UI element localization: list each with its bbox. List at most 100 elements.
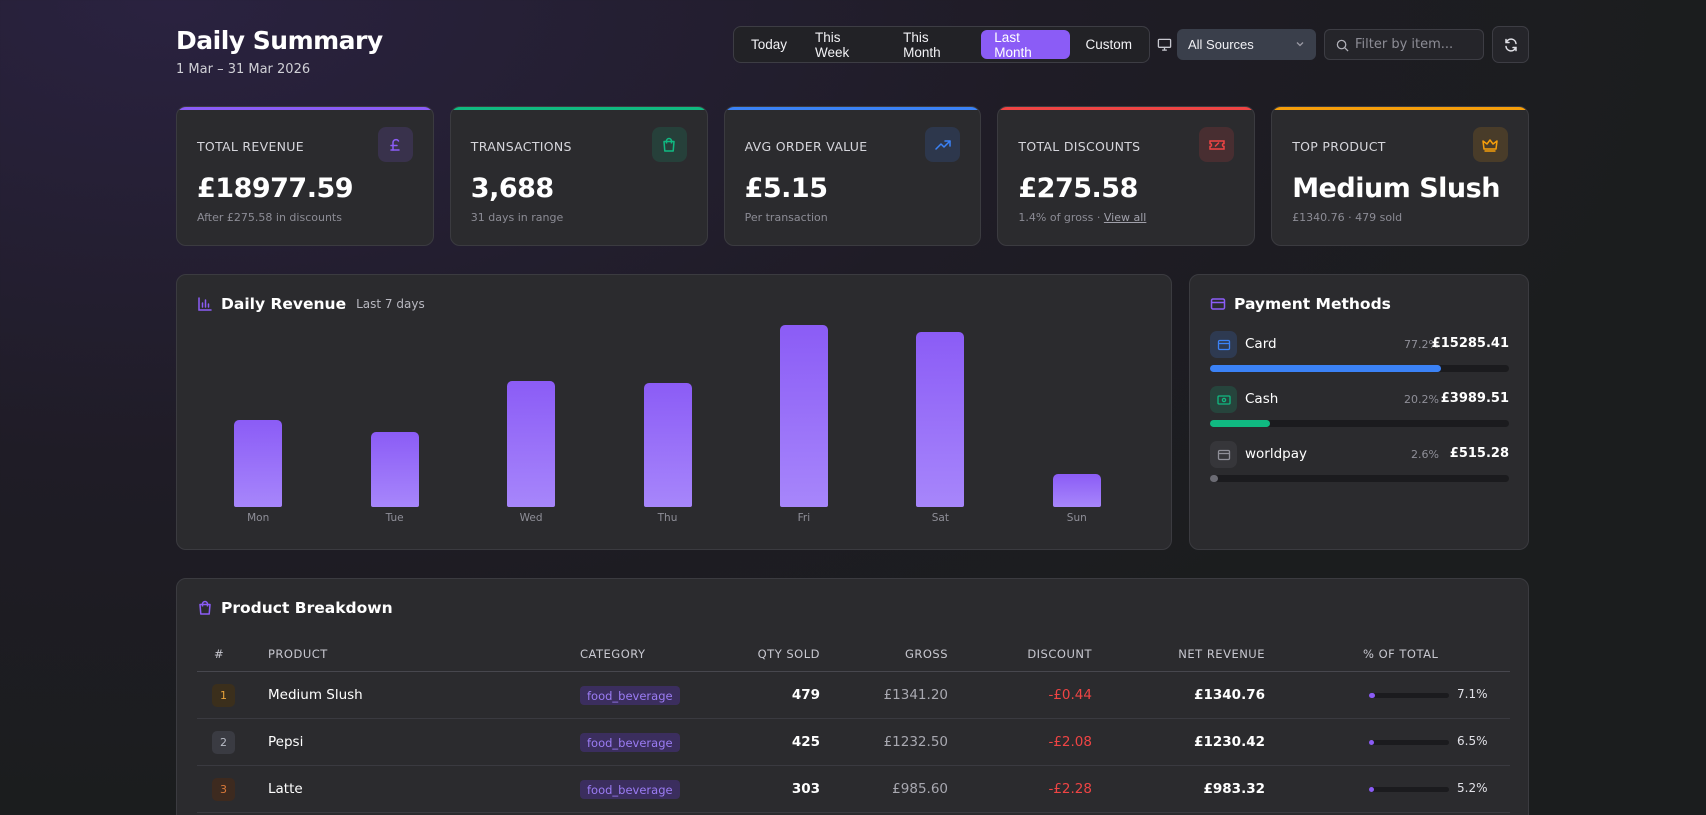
stat-card-subtext-text: After £275.58 in discounts <box>197 211 342 224</box>
chart-bar-mon[interactable] <box>234 419 283 507</box>
payment-method-progress-fill <box>1210 475 1218 482</box>
payment-method-amount: £515.28 <box>1449 446 1509 461</box>
daily-revenue-subtitle: Last 7 days <box>356 297 425 311</box>
table-row[interactable]: 2 Pepsi food_beverage 425 £1232.50 -£2.08 £123… <box>197 719 1510 766</box>
percent-of-total: 7.1% <box>1457 687 1488 701</box>
discount-value: -£2.28 <box>1048 781 1092 797</box>
column-header-gross[interactable]: GROSS <box>904 647 948 661</box>
payment-methods-header: Payment Methods <box>1210 295 1391 313</box>
table-header-divider <box>197 671 1510 672</box>
product-breakdown-panel: Product Breakdown # PRODUCT CATEGORY QTY SO… <box>176 578 1529 815</box>
search-placeholder: Filter by item... <box>1355 37 1454 52</box>
chart-bar-sat[interactable] <box>916 332 965 507</box>
refresh-icon <box>1504 37 1517 52</box>
chevron-down-icon <box>1296 42 1304 47</box>
daily-revenue-header: Daily Revenue Last 7 days <box>197 295 425 313</box>
column-header-rank[interactable]: # <box>214 647 225 661</box>
stat-card-subtext: £1340.76 · 479 sold <box>1292 211 1402 224</box>
net-revenue: £983.32 <box>1203 781 1266 797</box>
range-last-month-button[interactable]: Last Month <box>981 30 1071 60</box>
qty-sold: 425 <box>791 734 820 750</box>
column-header-product[interactable]: PRODUCT <box>268 647 328 661</box>
chart-bar-sun[interactable] <box>1052 474 1101 507</box>
payment-method-name: worldpay <box>1245 446 1308 462</box>
view-all-link[interactable]: View all <box>1103 211 1147 224</box>
payment-method-progress <box>1210 420 1509 427</box>
category-badge: food_beverage <box>580 733 680 752</box>
payment-method-percent: 77.2% <box>1404 338 1439 351</box>
discount-value: -£2.08 <box>1048 734 1092 750</box>
header: Daily Summary 1 Mar – 31 Mar 2026 Today T… <box>176 26 1529 86</box>
chart-x-label: Sun <box>1066 512 1087 524</box>
stat-cards: TOTAL REVENUE £18977.59 After £275.58 in d… <box>176 106 1529 246</box>
daily-revenue-chart: Mon Tue Wed Thu Fri Sat Sun <box>197 325 1152 535</box>
stat-card-subtext: 1.4% of gross · View all <box>1018 211 1146 224</box>
product-breakdown-header: Product Breakdown <box>197 599 393 617</box>
chart-bar-fri[interactable] <box>779 325 828 507</box>
gross-value: £1341.20 <box>883 687 948 703</box>
stat-card-transactions: TRANSACTIONS 3,688 31 days in range <box>449 106 708 246</box>
trending-up-icon <box>925 127 961 162</box>
stat-card-label: TOTAL DISCOUNTS <box>1018 139 1141 154</box>
range-this-month-button[interactable]: This Month <box>903 29 941 60</box>
range-custom-button[interactable]: Custom <box>1085 37 1132 52</box>
stat-card-value: £275.58 <box>1018 173 1138 204</box>
payment-method-cash: Cash 20.2% £3989.51 <box>1210 386 1509 430</box>
chart-bar-tue[interactable] <box>370 432 419 507</box>
search-input[interactable]: Filter by item... <box>1324 29 1484 60</box>
column-header-of-total[interactable]: % OF TOTAL <box>1363 647 1439 661</box>
stat-card-value: 3,688 <box>470 173 554 204</box>
column-header-category[interactable]: CATEGORY <box>580 647 646 661</box>
card-icon <box>1210 331 1237 358</box>
table-row[interactable]: 3 Latte food_beverage 303 £985.60 -£2.28 £983.… <box>197 766 1510 813</box>
source-select[interactable]: All Sources <box>1177 29 1316 60</box>
stat-card-subtext-text: £1340.76 · 479 sold <box>1292 211 1403 224</box>
rank-badge: 3 <box>212 778 235 801</box>
gross-value: £1232.50 <box>883 734 948 750</box>
stat-card-subtext: After £275.58 in discounts <box>197 211 342 224</box>
percent-of-total-fill <box>1369 740 1375 745</box>
stat-card-value: £18977.59 <box>197 173 354 204</box>
stat-card-label: TRANSACTIONS <box>470 139 572 154</box>
chart-bar-wed[interactable] <box>507 381 556 507</box>
chart-bar-thu[interactable] <box>643 383 692 507</box>
daily-revenue-panel: Daily Revenue Last 7 days Mon Tue Wed Thu Fr… <box>176 274 1172 550</box>
column-header-qty-sold[interactable]: QTY SOLD <box>757 647 820 661</box>
stat-card-value: Medium Slush <box>1292 173 1500 204</box>
chart-x-label: Fri <box>797 512 811 524</box>
range-today-button[interactable]: Today <box>751 37 788 52</box>
monitor-icon <box>1157 38 1172 51</box>
column-header-net-revenue[interactable]: NET REVENUE <box>1178 647 1265 661</box>
rank-badge: 1 <box>212 684 235 707</box>
payment-method-name: Cash <box>1245 391 1279 407</box>
payment-method-worldpay: worldpay 2.6% £515.28 <box>1210 441 1509 485</box>
stat-card-accent <box>177 107 433 110</box>
credit-card-icon <box>1210 298 1226 310</box>
stat-card-avg-order-value: AVG ORDER VALUE £5.15 Per transaction <box>723 106 982 246</box>
column-header-discount[interactable]: DISCOUNT <box>1027 647 1092 661</box>
date-range-label: 1 Mar – 31 Mar 2026 <box>176 62 311 77</box>
chart-x-label: Thu <box>657 512 678 524</box>
qty-sold: 303 <box>791 781 820 797</box>
payment-method-card: Card 77.2% £15285.41 <box>1210 331 1509 375</box>
table-row[interactable]: 1 Medium Slush food_beverage 479 £1341.20 -£0… <box>197 672 1510 719</box>
payment-methods-title: Payment Methods <box>1234 295 1391 313</box>
net-revenue: £1340.76 <box>1194 687 1265 703</box>
range-this-week-button[interactable]: This Week <box>815 29 850 60</box>
stat-card-accent <box>1272 107 1528 110</box>
stat-card-top-product: TOP PRODUCT Medium Slush £1340.76 · 479 so… <box>1271 106 1529 246</box>
refresh-button[interactable] <box>1492 26 1529 63</box>
payment-methods-panel: Payment Methods Card 77.2% £15285.41 Cash 20… <box>1189 274 1529 550</box>
payment-method-percent: 2.6% <box>1411 448 1439 461</box>
stat-card-accent <box>998 107 1255 110</box>
percent-of-total-bar <box>1369 787 1449 792</box>
stat-card-accent <box>724 107 981 110</box>
daily-revenue-title: Daily Revenue <box>221 295 347 313</box>
percent-of-total-bar <box>1369 740 1449 745</box>
stat-card-label: AVG ORDER VALUE <box>744 139 868 154</box>
stat-card-subtext-text: Per transaction <box>744 211 828 224</box>
percent-of-total-bar <box>1369 693 1449 698</box>
percent-of-total-fill <box>1369 787 1374 792</box>
stat-card-total-discounts: TOTAL DISCOUNTS £275.58 1.4% of gross · Vi… <box>997 106 1256 246</box>
net-revenue: £1230.42 <box>1194 734 1265 750</box>
